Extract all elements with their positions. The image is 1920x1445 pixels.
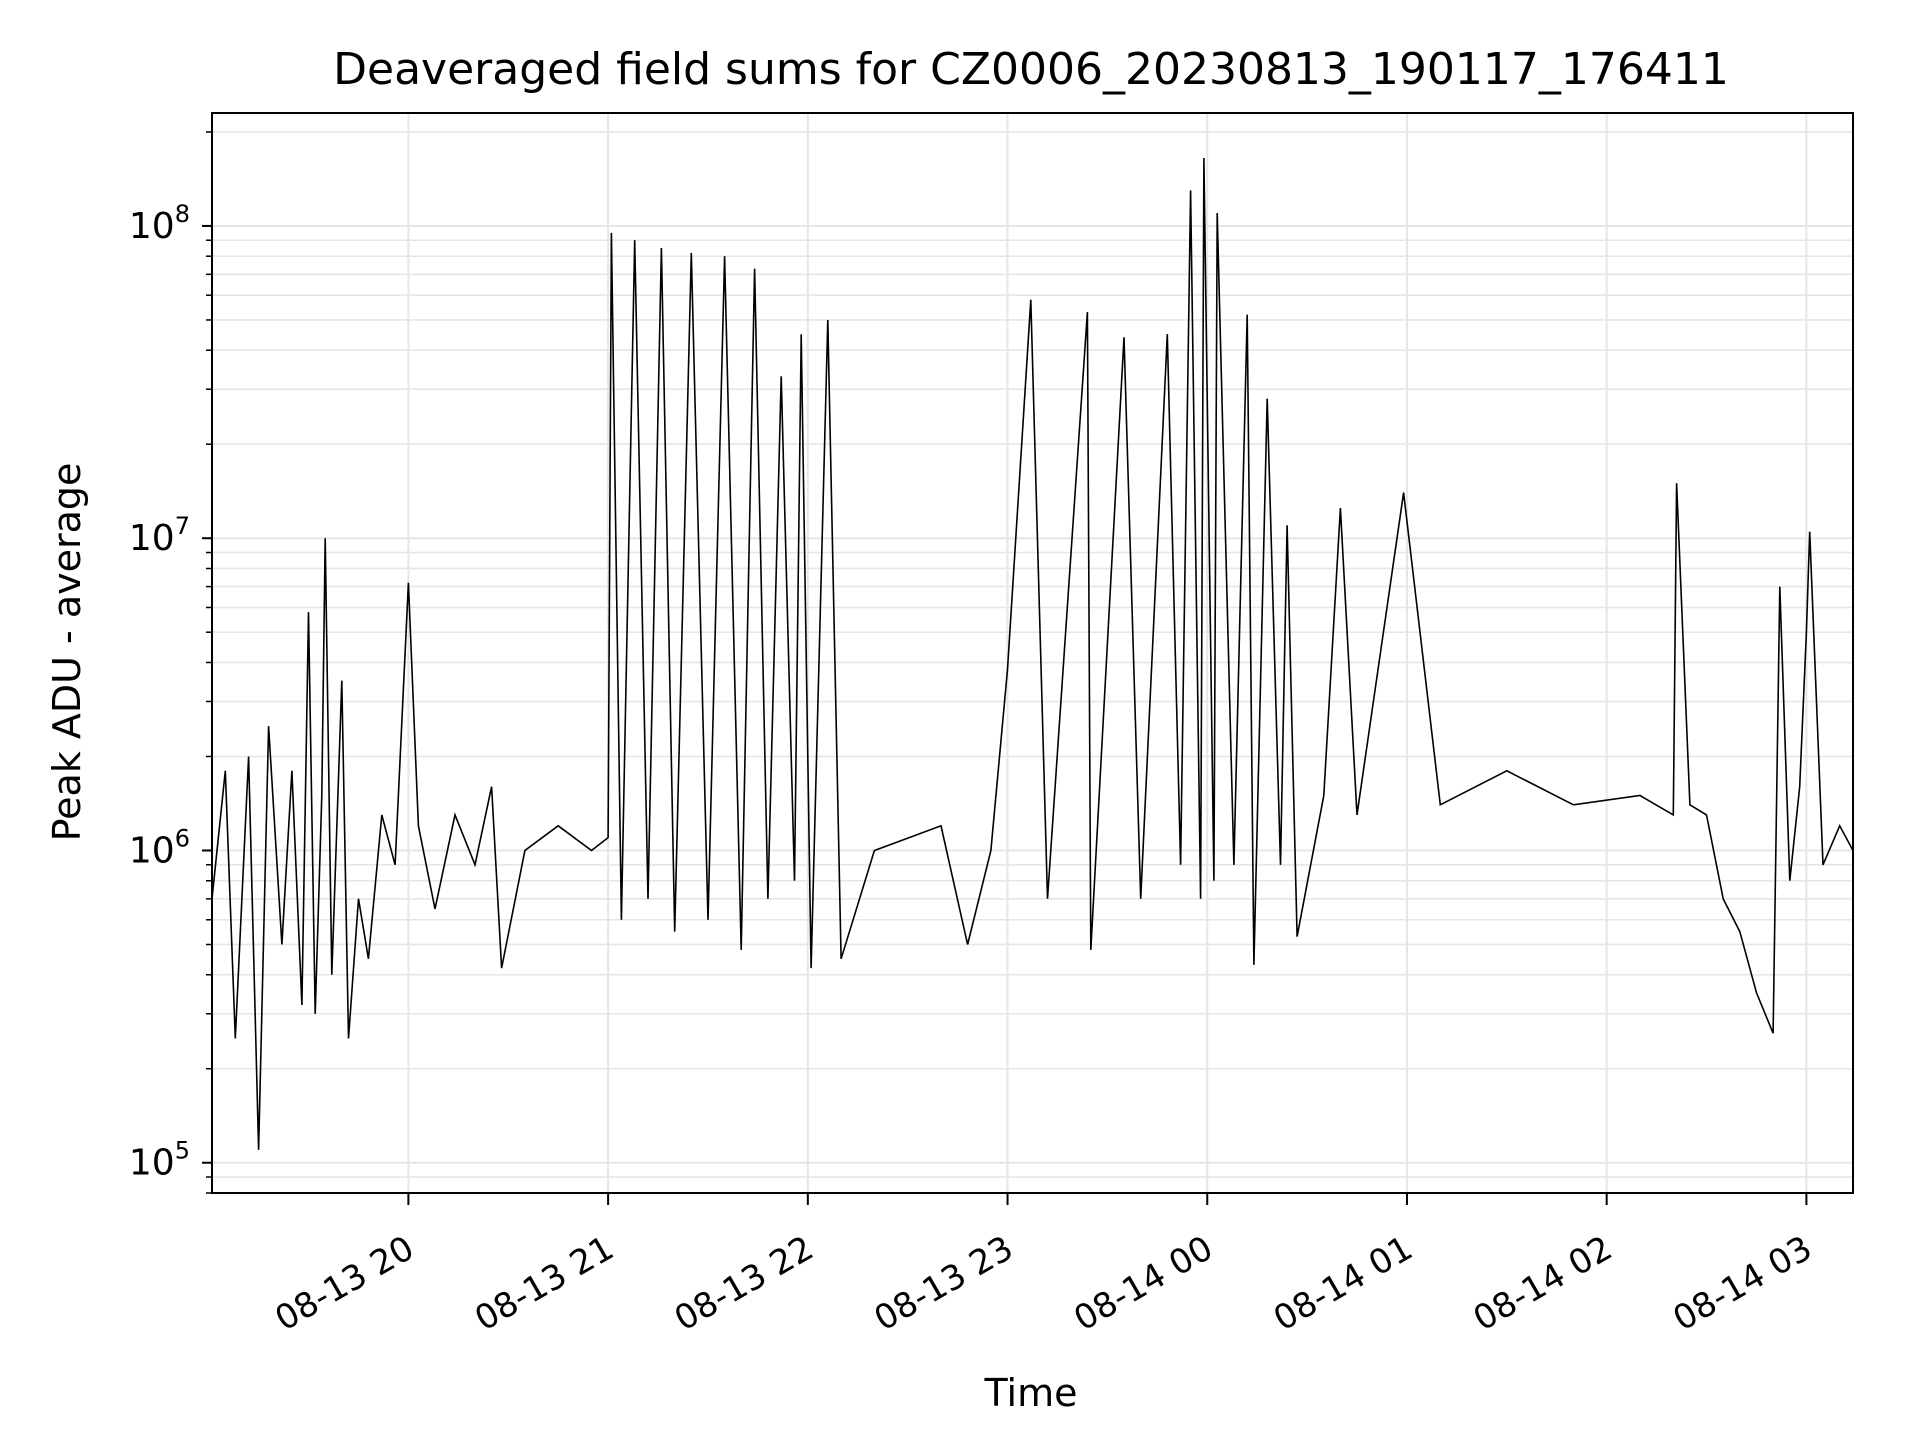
y-tick-label-base: 10 (129, 830, 175, 871)
series-layer (211, 157, 1854, 1150)
series-line (211, 157, 1854, 1150)
y-tick-label-base: 10 (129, 1143, 175, 1184)
plot-frame (211, 112, 1854, 1194)
y-tick-label-exponent: 5 (175, 1137, 190, 1165)
y-tick-label-exponent: 8 (175, 200, 190, 228)
y-tick-label-exponent: 7 (175, 512, 190, 540)
y-tick-label: 107 (129, 512, 190, 559)
y-tick-label-exponent: 6 (175, 824, 190, 852)
x-axis-label: Time (984, 1371, 1078, 1415)
y-tick-label: 106 (129, 824, 190, 871)
y-tick-label-base: 10 (129, 518, 175, 559)
chart-title: Deaveraged field sums for CZ0006_2023081… (333, 44, 1729, 95)
grid-layer (212, 113, 1853, 1194)
y-tick-label-base: 10 (129, 206, 175, 247)
y-tick-label: 108 (129, 200, 190, 247)
y-tick-label: 105 (129, 1137, 190, 1184)
y-axis-label: Peak ADU - average (45, 463, 89, 842)
